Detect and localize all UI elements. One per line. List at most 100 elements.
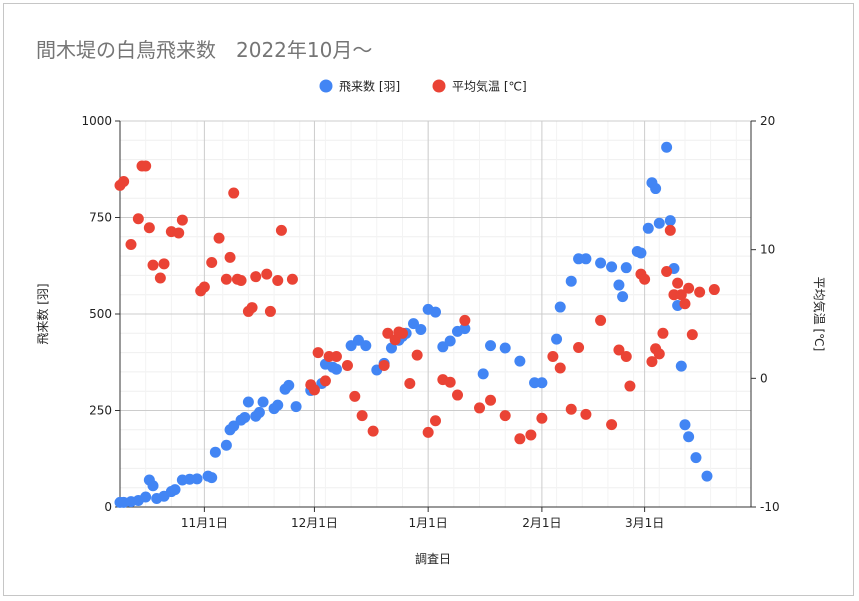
temperature-point (213, 232, 225, 244)
count-point (360, 340, 372, 352)
count-point (228, 420, 240, 432)
count-point (613, 279, 625, 291)
temperature-point (378, 359, 390, 371)
count-point (690, 452, 702, 464)
temperature-point (147, 259, 159, 271)
temperature-point (554, 362, 566, 374)
count-point (430, 306, 441, 318)
temperature-point (143, 222, 155, 234)
count-point (140, 491, 152, 503)
count-point (257, 396, 269, 408)
legend-marker-temperature (432, 79, 446, 93)
temperature-point (565, 403, 577, 415)
temperature-point (624, 380, 636, 392)
x-tick-label: 1月1日 (409, 516, 448, 530)
y2-tick-label: 10 (760, 243, 775, 257)
temperature-point (275, 224, 287, 236)
count-point (580, 253, 592, 265)
temperature-point (158, 258, 170, 270)
temperature-point (514, 433, 526, 445)
chart-title: 間木堤の白鳥飛来数 2022年10月～ (36, 38, 373, 62)
temperature-point (154, 272, 166, 284)
x-tick-label: 11月1日 (181, 516, 228, 530)
y-tick-label: 1000 (81, 114, 112, 128)
temperature-point (250, 271, 262, 283)
count-point (206, 472, 218, 484)
temperature-point (220, 273, 232, 285)
count-point (283, 379, 295, 391)
temperature-point (580, 408, 592, 420)
count-point (477, 368, 489, 380)
temperature-point (125, 239, 137, 251)
count-point (642, 222, 654, 234)
temperature-point (422, 426, 434, 438)
y2-tick-label: -10 (760, 500, 780, 514)
count-point (565, 275, 577, 287)
count-point (635, 247, 647, 259)
count-point (617, 291, 629, 303)
temperature-point (661, 266, 673, 278)
temperature-point (606, 419, 618, 431)
temperature-point (573, 341, 585, 353)
temperature-point (341, 359, 353, 371)
x-axis-title: 調査日 (415, 552, 451, 566)
count-point (650, 183, 662, 195)
temperature-point (485, 394, 497, 406)
count-point (239, 411, 251, 423)
temperature-point (474, 402, 486, 414)
temperature-point (664, 224, 676, 236)
count-point (661, 141, 673, 153)
count-point (536, 377, 548, 389)
temperature-point (173, 227, 185, 239)
temperature-point (367, 425, 379, 437)
legend: 飛来数 [羽] 平均気温 [℃] (319, 79, 527, 94)
count-point (191, 473, 203, 485)
y-tick-label: 500 (89, 307, 112, 321)
y-axis-title-right: 平均気温 [℃] (812, 277, 827, 352)
temperature-point (675, 289, 687, 301)
temperature-point (132, 213, 144, 225)
temperature-point (613, 344, 625, 356)
count-point (675, 360, 687, 372)
count-point (701, 470, 713, 482)
count-point (385, 342, 397, 354)
temperature-point (646, 356, 658, 368)
temperature-point (404, 377, 416, 389)
temperature-point (547, 350, 559, 362)
temperature-point (246, 302, 258, 314)
temperature-point (459, 314, 471, 326)
count-point (242, 396, 254, 408)
temperature-point (525, 429, 537, 441)
count-point (147, 480, 159, 492)
count-point (330, 363, 342, 375)
count-point (554, 301, 566, 313)
temperature-point (319, 375, 331, 387)
count-point (653, 217, 665, 229)
temperature-point (206, 257, 218, 269)
y-tick-label: 250 (89, 404, 112, 418)
x-tick-label: 2月1日 (522, 516, 561, 530)
temperature-point (308, 384, 320, 396)
y-tick-label: 750 (89, 211, 112, 225)
temperature-point (679, 298, 691, 310)
count-point (514, 355, 526, 367)
data-points (114, 141, 720, 508)
temperature-point (708, 284, 720, 296)
count-point (683, 431, 695, 443)
count-point (415, 323, 427, 335)
temperature-point (382, 327, 394, 339)
series-count (114, 141, 713, 508)
x-tick-label: 3月1日 (625, 516, 664, 530)
temperature-point (272, 275, 284, 287)
temperature-point (683, 282, 695, 294)
count-point (437, 341, 449, 353)
temperature-point (672, 277, 684, 289)
count-point (551, 333, 563, 345)
temperature-point (686, 329, 698, 341)
series-temperature (114, 160, 720, 445)
y2-tick-label: 0 (760, 371, 768, 385)
count-point (485, 340, 497, 352)
temperature-point (312, 347, 324, 359)
temperature-point (694, 286, 706, 298)
